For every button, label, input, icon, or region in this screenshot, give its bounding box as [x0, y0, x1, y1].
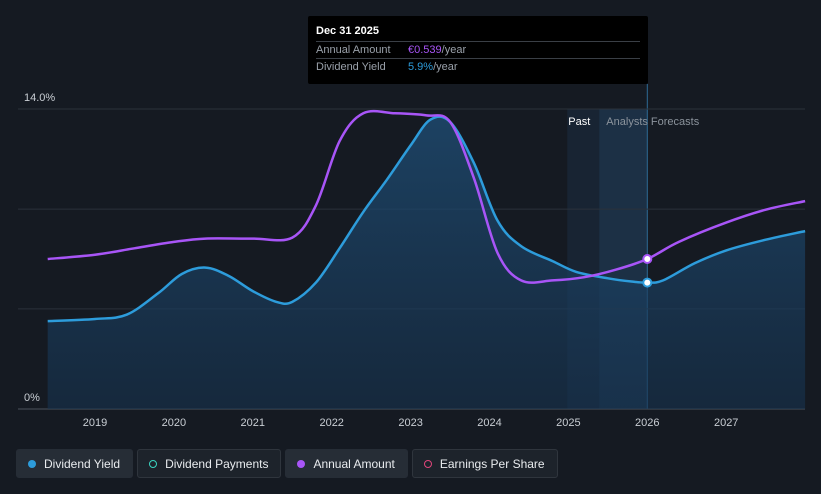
annual-amount-highlight-point — [642, 254, 653, 264]
tooltip-value: €0.539/year — [408, 44, 466, 56]
forecast-label: Analysts Forecasts — [606, 116, 699, 128]
tooltip-unit: /year — [441, 44, 467, 56]
legend-label: Earnings Per Share — [439, 456, 545, 471]
legend-dividend-yield[interactable]: Dividend Yield — [16, 449, 134, 478]
legend-dot-icon — [28, 459, 36, 468]
x-tick-label: 2019 — [83, 417, 107, 429]
tooltip-value-text: 5.9% — [408, 61, 434, 73]
tooltip-value: 5.9%/year — [408, 61, 458, 73]
tooltip-value-text: €0.539 — [408, 44, 442, 56]
legend-ring-icon — [423, 459, 432, 468]
past-label: Past — [568, 116, 590, 128]
dividend-yield-area — [47, 116, 806, 409]
tooltip-row-dividend-yield: Dividend Yield 5.9%/year — [316, 58, 640, 76]
tooltip-unit: /year — [433, 61, 458, 73]
x-tick-label: 2020 — [162, 417, 186, 429]
x-tick-label: 2022 — [319, 417, 343, 429]
x-tick-label: 2021 — [241, 417, 265, 429]
legend-ring-icon — [149, 459, 158, 468]
tooltip-row-annual-amount: Annual Amount €0.539/year — [316, 41, 640, 59]
legend-label: Dividend Yield — [44, 456, 121, 471]
legend-label: Annual Amount — [313, 456, 395, 471]
x-tick-label: 2024 — [477, 417, 501, 429]
legend-dividend-payments[interactable]: Dividend Payments — [137, 449, 282, 478]
dividend-chart: 14.0% 0% 2019 2020 2021 2022 2023 2024 2025 2026 2… — [18, 84, 806, 429]
legend-label: Dividend Payments — [165, 456, 269, 471]
legend-annual-amount[interactable]: Annual Amount — [285, 449, 408, 478]
x-tick-label: 2026 — [635, 417, 659, 429]
tooltip-label: Annual Amount — [316, 44, 391, 56]
x-tick-label: 2025 — [556, 417, 580, 429]
dividend-yield-highlight-point — [642, 277, 653, 288]
y-tick-label: 14.0% — [24, 92, 55, 104]
legend-dot-icon — [297, 459, 306, 468]
tooltip-date: Dec 31 2025 — [316, 25, 379, 37]
chart-tooltip: Dec 31 2025 Annual Amount €0.539/year Di… — [308, 16, 648, 84]
x-tick-label: 2023 — [398, 417, 422, 429]
legend-earnings-per-share[interactable]: Earnings Per Share — [411, 449, 558, 478]
tooltip-label: Dividend Yield — [316, 61, 386, 73]
y-tick-label: 0% — [24, 392, 40, 404]
chart-legend: Dividend Yield Dividend Payments Annual … — [16, 449, 558, 480]
x-tick-label: 2027 — [714, 417, 738, 429]
